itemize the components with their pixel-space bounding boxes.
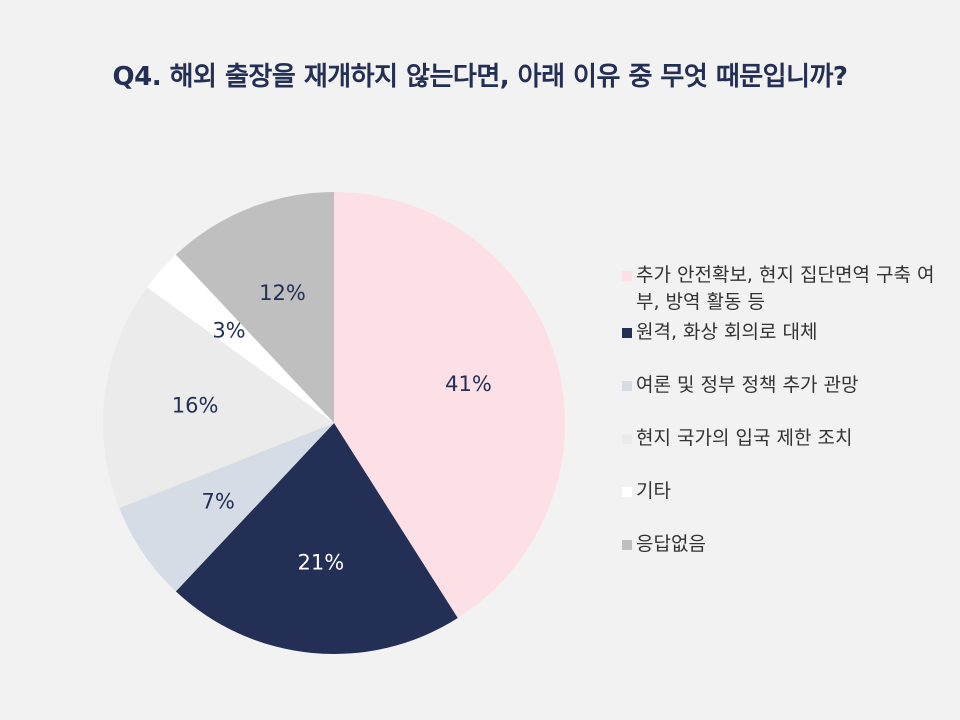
legend-swatch: [622, 487, 632, 497]
slice-value-label: 21%: [297, 550, 344, 574]
slice-value-label: 16%: [172, 393, 219, 417]
pie-slice: [175, 423, 458, 654]
legend-swatch: [622, 540, 632, 550]
pie-slice: [119, 423, 334, 592]
legend-item: 응답없음: [622, 531, 952, 558]
slice-value-label: 12%: [259, 281, 306, 305]
legend-item: 추가 안전확보, 현지 집단면역 구축 여부, 방역 활동 등: [622, 262, 952, 316]
legend-swatch: [622, 328, 632, 338]
legend-swatch: [622, 271, 632, 281]
legend-item: 여론 및 정부 정책 추가 관망: [622, 372, 952, 399]
legend-label: 응답없음: [636, 533, 706, 555]
pie-slice: [103, 287, 335, 509]
slice-value-label: 41%: [445, 372, 492, 396]
chart-title: Q4. 해외 출장을 재개하지 않는다면, 아래 이유 중 무엇 때문입니까?: [112, 62, 849, 92]
pie-slice: [334, 192, 565, 619]
legend-label: 기타: [636, 480, 671, 502]
legend-label: 현지 국가의 입국 제한 조치: [636, 427, 853, 449]
slice-value-label: 7%: [202, 490, 235, 514]
legend-item: 현지 국가의 입국 제한 조치: [622, 425, 952, 452]
legend-label: 원격, 화상 회의로 대체: [636, 321, 818, 343]
legend-item: 기타: [622, 478, 952, 505]
pie-slice: [147, 254, 334, 423]
legend-label: 여론 및 정부 정책 추가 관망: [636, 374, 859, 396]
legend-item: 원격, 화상 회의로 대체: [622, 319, 952, 346]
pie-slice: [175, 192, 334, 423]
legend-swatch: [622, 381, 632, 391]
legend-swatch: [622, 434, 632, 444]
legend-label: 추가 안전확보, 현지 집단면역 구축 여부, 방역 활동 등: [636, 264, 935, 313]
